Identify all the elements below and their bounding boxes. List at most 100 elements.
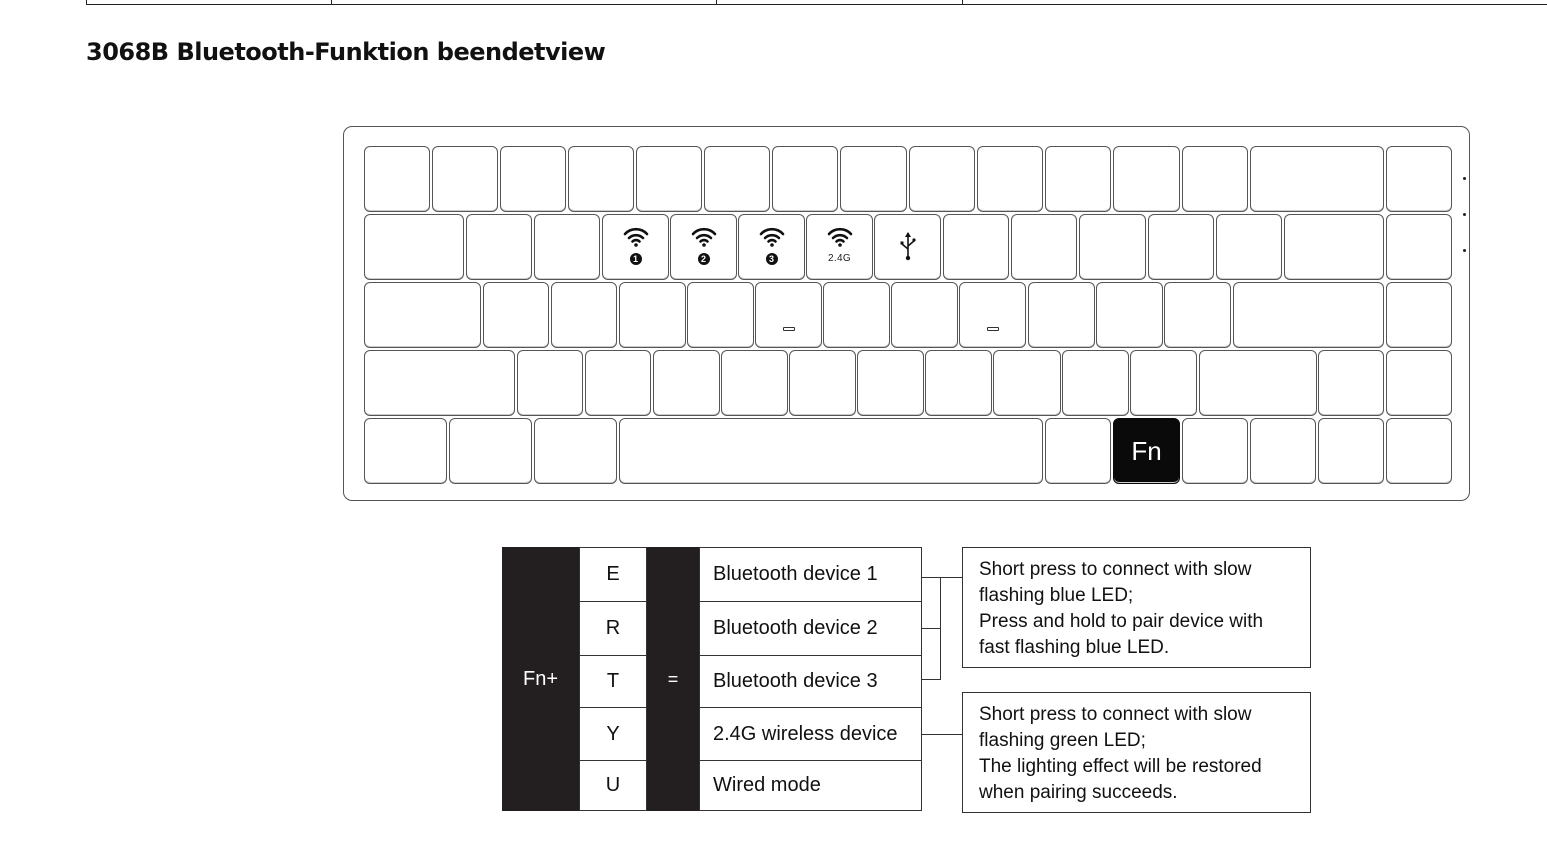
- key-t: 3: [738, 214, 805, 280]
- equals-sign: =: [667, 668, 679, 689]
- table-column-divider: [331, 0, 332, 5]
- keycap: [1250, 418, 1316, 484]
- led-indicator-icon: [1463, 177, 1466, 180]
- keycap: [1318, 418, 1384, 484]
- function-cell-wired: Wired mode: [699, 760, 922, 811]
- key-cell-u: U: [579, 760, 647, 811]
- keycap: [993, 350, 1061, 416]
- led-indicator-icon: [1463, 213, 1466, 216]
- keyboard-diagram: 1 2 3 2.4G Fn: [343, 126, 1470, 501]
- function-cell-bt2: Bluetooth device 2: [699, 601, 922, 656]
- connector-line: [940, 577, 962, 578]
- key-label: E: [606, 563, 620, 585]
- note-line: Press and hold to pair device with: [979, 611, 1264, 632]
- function-cell-24g: 2.4G wireless device: [699, 707, 922, 761]
- keycap: [585, 350, 651, 416]
- keycap: [789, 350, 856, 416]
- band-label: 2.4G: [828, 253, 851, 264]
- table-column-divider: [86, 0, 87, 5]
- keycap: [1062, 350, 1129, 416]
- keycap: [1130, 350, 1197, 416]
- keycap: [636, 146, 702, 212]
- keycap: [1164, 282, 1231, 348]
- key-cell-e: E: [579, 547, 647, 602]
- bluetooth-note-box: Short press to connect with slow flashin…: [962, 547, 1311, 668]
- bracket-line: [940, 577, 941, 680]
- keycap: [1233, 282, 1384, 348]
- keycap: [840, 146, 907, 212]
- keycap: [1386, 282, 1452, 348]
- keycap: [1148, 214, 1214, 280]
- keycap: [977, 146, 1043, 212]
- wifi-icon: [691, 227, 717, 252]
- keycap: [1386, 418, 1452, 484]
- function-label: Bluetooth device 2: [713, 617, 878, 639]
- note-line: The lighting effect will be restored: [979, 756, 1262, 777]
- keycap: [619, 418, 1043, 484]
- key-legend: 2: [671, 227, 736, 265]
- note-line: flashing blue LED;: [979, 585, 1134, 606]
- keycap: [1045, 146, 1111, 212]
- keycap: [721, 350, 788, 416]
- function-label: Bluetooth device 3: [713, 670, 878, 692]
- led-indicator-icon: [1463, 249, 1466, 252]
- key-label: U: [605, 774, 621, 796]
- keycap: [483, 282, 549, 348]
- keycap: [517, 350, 583, 416]
- keycap: [1079, 214, 1146, 280]
- equals-cell: =: [647, 547, 699, 811]
- keycap: [466, 214, 532, 280]
- keycap: [943, 214, 1009, 280]
- keycap: [909, 146, 975, 212]
- note-line: flashing green LED;: [979, 730, 1146, 751]
- connector-line: [921, 679, 941, 680]
- key-legend: 2.4G: [807, 227, 872, 264]
- table-column-divider: [716, 0, 717, 5]
- key-legend: [875, 227, 940, 266]
- keycap: [687, 282, 754, 348]
- home-row-bump-icon: [986, 327, 999, 331]
- keycap: [1096, 282, 1163, 348]
- key-y: 2.4G: [806, 214, 873, 280]
- keycap: [1386, 214, 1452, 280]
- key-u: [874, 214, 941, 280]
- fn-key-label: Fn: [1131, 435, 1162, 466]
- keycap: [891, 282, 958, 348]
- key-cell-y: Y: [579, 707, 647, 761]
- keycap: [772, 146, 838, 212]
- keycap: [1386, 350, 1452, 416]
- keycap: [534, 418, 617, 484]
- device-number-badge: 3: [765, 253, 778, 265]
- wireless-note-box: Short press to connect with slow flashin…: [962, 692, 1311, 813]
- keycap: [925, 350, 992, 416]
- connector-line: [921, 628, 941, 629]
- keycap: [1113, 146, 1180, 212]
- key-cell-r: R: [579, 601, 647, 656]
- note-line: Short press to connect with slow: [979, 704, 1252, 725]
- keycap: [1318, 350, 1384, 416]
- keycap: [364, 282, 481, 348]
- device-number-badge: 1: [629, 253, 642, 265]
- key-f: [755, 282, 822, 348]
- keycap: [364, 146, 430, 212]
- keycap: [364, 214, 464, 280]
- keycap: [364, 418, 447, 484]
- function-cell-bt1: Bluetooth device 1: [699, 547, 922, 602]
- keycap: [1182, 146, 1248, 212]
- keycap: [823, 282, 890, 348]
- keycap: [857, 350, 924, 416]
- table-column-divider: [962, 0, 963, 5]
- wifi-icon: [759, 227, 785, 252]
- keycap: [1386, 146, 1452, 212]
- note-line: Short press to connect with slow: [979, 559, 1252, 580]
- keycap: [551, 282, 617, 348]
- keycap: [1199, 350, 1317, 416]
- key-e: 1: [602, 214, 669, 280]
- keycap: [432, 146, 498, 212]
- keycap: [704, 146, 770, 212]
- note-line: when pairing succeeds.: [979, 782, 1178, 803]
- keycap: [1011, 214, 1077, 280]
- keycap: [534, 214, 600, 280]
- device-number-badge: 2: [697, 253, 710, 265]
- keycap: [653, 350, 720, 416]
